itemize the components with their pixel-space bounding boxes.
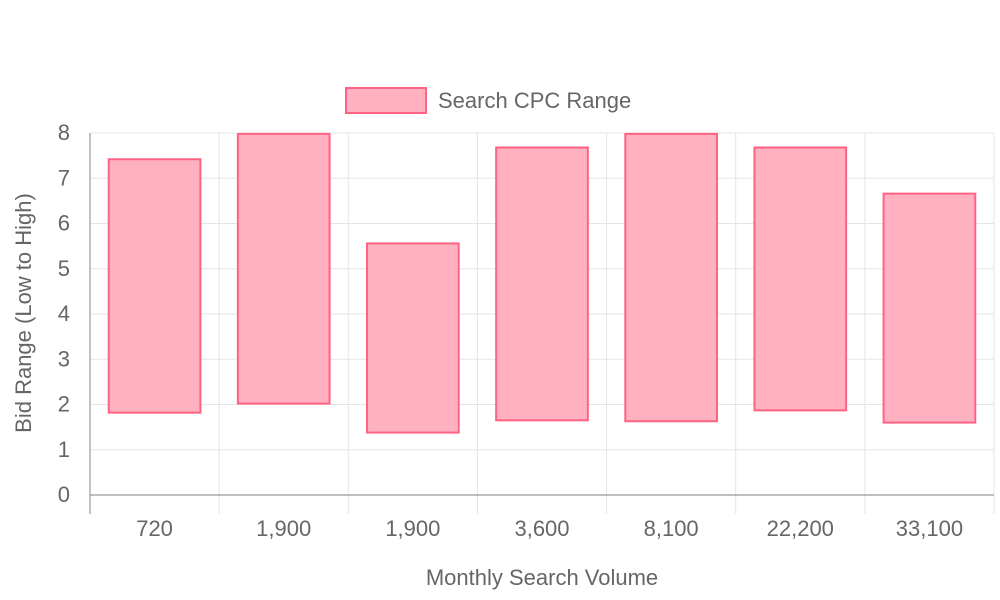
x-axis-title: Monthly Search Volume	[426, 565, 658, 590]
legend-swatch[interactable]	[345, 87, 427, 114]
y-tick-labels: 0 1 2 3 4 5 6 7 8	[58, 120, 70, 507]
x-tick-label: 1,900	[385, 516, 440, 541]
axes	[89, 133, 994, 514]
legend[interactable]: Search CPC Range	[345, 87, 631, 114]
bar[interactable]	[236, 132, 331, 405]
y-tick-label: 1	[58, 437, 70, 462]
bar[interactable]	[624, 132, 718, 423]
x-tick-label: 3,600	[514, 516, 569, 541]
bar[interactable]	[753, 146, 848, 412]
y-tick-label: 6	[58, 211, 70, 236]
bar[interactable]	[495, 146, 589, 422]
y-axis-title: Bid Range (Low to High)	[11, 193, 36, 433]
y-tick-label: 2	[58, 392, 70, 417]
x-tick-label: 8,100	[644, 516, 699, 541]
bar[interactable]	[882, 192, 977, 424]
y-tick-label: 8	[58, 120, 70, 145]
x-tick-label: 33,100	[896, 516, 963, 541]
bars	[107, 132, 977, 434]
y-tick-label: 7	[58, 165, 70, 190]
x-tick-label: 1,900	[256, 516, 311, 541]
bar[interactable]	[366, 242, 460, 434]
y-tick-label: 4	[58, 301, 70, 326]
y-tick-label: 5	[58, 256, 70, 281]
y-tick-label: 0	[58, 482, 70, 507]
x-tick-label: 22,200	[767, 516, 834, 541]
x-tick-label: 720	[136, 516, 173, 541]
x-tick-labels: 720 1,900 1,900 3,600 8,100 22,200 33,100	[136, 516, 963, 541]
legend-label[interactable]: Search CPC Range	[438, 88, 631, 113]
y-tick-label: 3	[58, 346, 70, 371]
bar[interactable]	[107, 158, 202, 414]
